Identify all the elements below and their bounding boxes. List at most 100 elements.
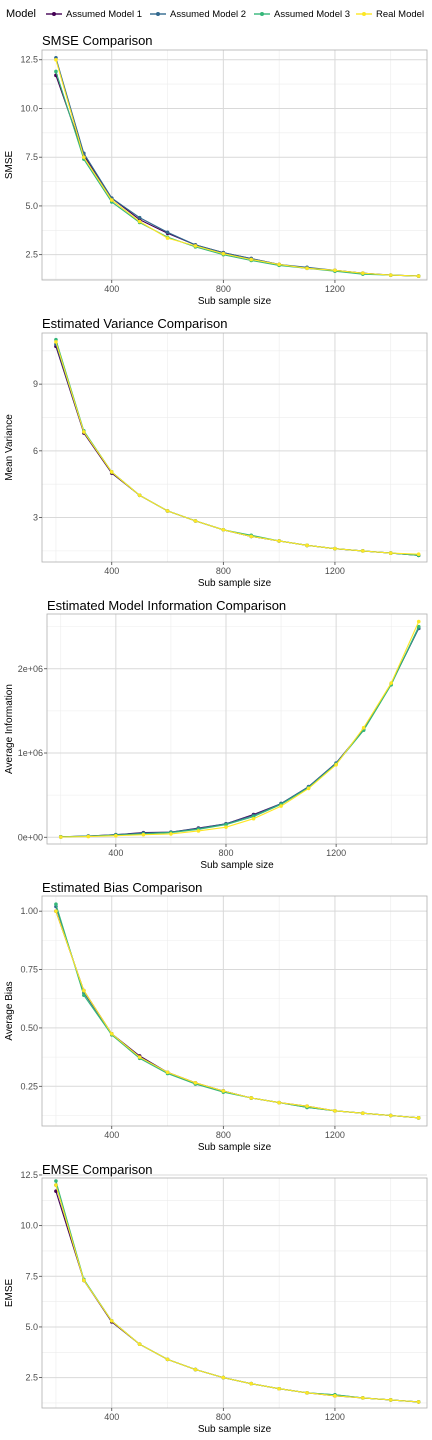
data-point [389, 273, 393, 277]
y-tick-label: 2e+06 [18, 664, 43, 674]
series-line [56, 60, 419, 276]
series-line [61, 627, 419, 837]
y-tick-label: 0e+00 [18, 832, 43, 842]
data-point [333, 1394, 337, 1398]
y-tick-label: 10.0 [20, 103, 38, 113]
plot-panel-border [42, 333, 427, 562]
data-point [194, 1081, 198, 1085]
data-point [277, 263, 281, 267]
chart-title: EMSE Comparison [42, 1162, 153, 1177]
series-line [56, 911, 419, 1118]
data-point [82, 1279, 86, 1283]
data-point [138, 1055, 142, 1059]
y-tick-label: 12.5 [20, 1170, 38, 1180]
data-point [307, 787, 311, 791]
y-tick-label: 6 [33, 446, 38, 456]
y-tick-label: 5.0 [25, 1322, 38, 1332]
y-axis-label: SMSE [4, 151, 15, 180]
data-point [194, 1368, 198, 1372]
data-point [361, 1396, 365, 1400]
data-point [417, 620, 421, 624]
data-point [166, 236, 170, 240]
data-point [362, 726, 366, 730]
data-point [249, 258, 253, 262]
data-point [333, 1109, 337, 1113]
y-tick-label: 10.0 [20, 1221, 38, 1231]
y-tick-label: 7.5 [25, 1271, 38, 1281]
series-line [56, 1191, 419, 1402]
data-point [222, 1376, 226, 1380]
data-point [166, 1070, 170, 1074]
data-point [194, 244, 198, 248]
data-point [224, 825, 228, 829]
y-tick-label: 12.5 [20, 55, 38, 65]
data-point [166, 1358, 170, 1362]
data-point [277, 539, 281, 543]
x-tick-label: 400 [108, 848, 123, 858]
data-point [114, 834, 118, 838]
data-point [138, 494, 142, 498]
data-point [389, 551, 393, 555]
data-point [82, 993, 86, 997]
series-line [56, 1185, 419, 1402]
y-axis-label: Mean Variance [4, 414, 15, 481]
series-line [61, 628, 419, 837]
x-tick-label: 1200 [326, 848, 346, 858]
x-tick-label: 400 [104, 1130, 119, 1140]
x-tick-label: 400 [104, 1412, 119, 1422]
data-point [222, 1089, 226, 1093]
x-tick-label: 800 [218, 848, 233, 858]
data-point [305, 1104, 309, 1108]
data-point [389, 1114, 393, 1118]
data-point [222, 528, 226, 532]
plot-panel-border [42, 50, 427, 280]
data-point [54, 1183, 58, 1187]
data-point [361, 1111, 365, 1115]
y-tick-label: 2.5 [25, 1373, 38, 1383]
data-point [54, 58, 58, 62]
data-point [54, 902, 58, 906]
data-point [138, 220, 142, 224]
data-point [334, 763, 338, 767]
data-point [333, 268, 337, 272]
plot-panel-border [42, 896, 427, 1126]
chart-title: Estimated Bias Comparison [42, 880, 202, 895]
y-tick-label: 0.50 [20, 1023, 38, 1033]
series-line [56, 58, 419, 276]
data-point [249, 1382, 253, 1386]
data-point [417, 1400, 421, 1404]
data-point [87, 835, 91, 839]
data-point [305, 1391, 309, 1395]
data-point [110, 1032, 114, 1036]
plot-panel-border [47, 614, 427, 844]
data-point [54, 909, 58, 913]
x-tick-label: 1200 [325, 1412, 345, 1422]
y-tick-label: 1.00 [20, 906, 38, 916]
y-tick-label: 0.75 [20, 965, 38, 975]
data-point [110, 1319, 114, 1323]
data-point [361, 271, 365, 275]
plot-panel-border [42, 1178, 427, 1408]
y-axis-label: Average Information [4, 684, 15, 774]
data-point [222, 252, 226, 256]
x-axis-label: Sub sample size [200, 860, 274, 871]
y-axis-label: EMSE [4, 1279, 15, 1308]
data-point [59, 835, 63, 839]
data-point [82, 155, 86, 159]
data-point [142, 833, 146, 837]
x-axis-label: Sub sample size [198, 296, 272, 307]
x-tick-label: 800 [216, 284, 231, 294]
y-axis-label: Average Bias [4, 981, 15, 1040]
y-tick-label: 0.25 [20, 1081, 38, 1091]
x-tick-label: 1200 [325, 284, 345, 294]
x-axis-label: Sub sample size [198, 1142, 272, 1153]
data-point [82, 989, 86, 993]
data-point [110, 470, 114, 474]
data-point [305, 544, 309, 548]
data-point [54, 70, 58, 74]
x-tick-label: 1200 [325, 566, 345, 576]
x-tick-label: 800 [216, 1412, 231, 1422]
data-point [54, 340, 58, 344]
chart-title: Estimated Variance Comparison [42, 316, 227, 331]
y-tick-label: 7.5 [25, 152, 38, 162]
